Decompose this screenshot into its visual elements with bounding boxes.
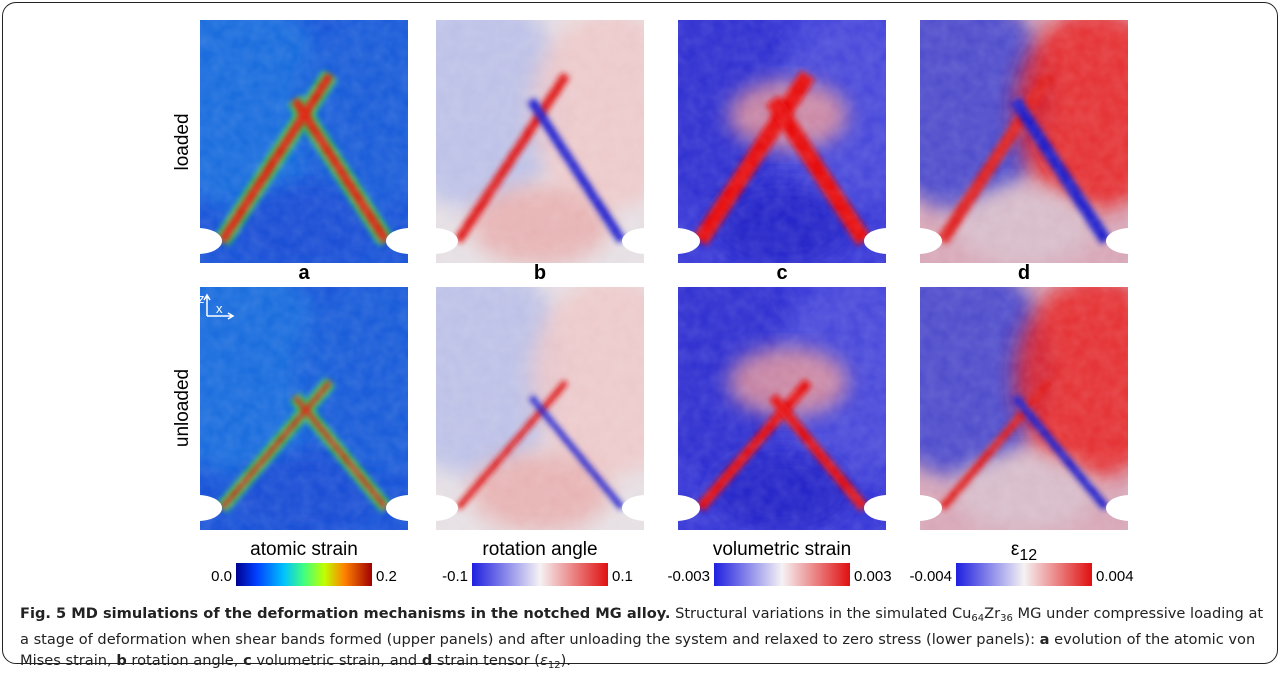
caption-text: 12 bbox=[547, 660, 561, 671]
panel-image bbox=[920, 287, 1128, 530]
caption-text: c bbox=[243, 652, 252, 669]
noise bbox=[678, 20, 886, 263]
colorbar-max: 0.003 bbox=[854, 568, 892, 585]
caption-text: Structural variations in the simulated C… bbox=[670, 605, 972, 622]
colorbar bbox=[714, 563, 850, 586]
notch bbox=[864, 495, 886, 521]
notch bbox=[678, 495, 700, 521]
panel-label: a bbox=[298, 262, 310, 284]
noise bbox=[200, 20, 408, 263]
caption-text: strain tensor ( bbox=[432, 652, 540, 669]
panel-image bbox=[200, 287, 408, 530]
caption-text: Fig. 5 MD simulations of the deformation… bbox=[20, 605, 671, 622]
colorbar-title: ε12 bbox=[1011, 539, 1037, 564]
colorbar-max: 0.2 bbox=[376, 568, 397, 585]
caption-text: MG under compressive loading at a stage … bbox=[20, 605, 1264, 648]
panel-image bbox=[678, 20, 886, 263]
panel-image bbox=[920, 20, 1128, 263]
noise bbox=[920, 287, 1128, 530]
panel-label: b bbox=[534, 262, 546, 284]
row-label: unloaded bbox=[172, 369, 193, 447]
notch bbox=[920, 495, 942, 521]
colorbar-min: -0.003 bbox=[667, 568, 710, 585]
panel-image bbox=[436, 287, 644, 530]
caption-text: 64 bbox=[971, 613, 985, 624]
notch bbox=[436, 228, 458, 254]
colorbar-title: atomic strain bbox=[250, 539, 358, 560]
colorbar-min: 0.0 bbox=[211, 568, 232, 585]
notch bbox=[200, 228, 222, 254]
notch bbox=[1106, 495, 1128, 521]
colorbar-min: -0.1 bbox=[442, 568, 468, 585]
caption-text: Zr bbox=[984, 605, 1001, 622]
panel bbox=[436, 20, 644, 263]
panel bbox=[436, 287, 644, 530]
notch bbox=[920, 228, 942, 254]
notch bbox=[864, 228, 886, 254]
panel-label: d bbox=[1018, 262, 1030, 284]
noise bbox=[436, 287, 644, 530]
panel bbox=[200, 287, 408, 530]
caption-text: d bbox=[421, 652, 433, 669]
panel bbox=[678, 287, 886, 530]
caption-text: 36 bbox=[1000, 613, 1013, 624]
caption-text: ). bbox=[560, 652, 571, 669]
caption-text: b bbox=[116, 652, 127, 669]
panel bbox=[200, 20, 408, 263]
noise bbox=[200, 287, 408, 530]
noise bbox=[920, 20, 1128, 263]
panel-image bbox=[436, 20, 644, 263]
noise bbox=[436, 20, 644, 263]
caption-text: a bbox=[1039, 631, 1050, 648]
colorbar bbox=[236, 563, 372, 586]
caption-text: volumetric strain, and bbox=[251, 652, 422, 669]
panel bbox=[678, 20, 886, 263]
figure: loaded unloaded a b c d zx atomic strain 0.0 0.… bbox=[172, 20, 1134, 586]
caption-text: rotation angle, bbox=[126, 652, 244, 669]
notch bbox=[436, 495, 458, 521]
symbol: ε bbox=[1011, 539, 1020, 560]
panel bbox=[920, 20, 1128, 263]
colorbar-min: -0.004 bbox=[909, 568, 952, 585]
colorbar-title: rotation angle bbox=[482, 539, 597, 560]
axis-arrow bbox=[207, 312, 235, 320]
caption-text: evolution of the atomic von Mises strain… bbox=[20, 631, 1256, 669]
figure-frame bbox=[2, 2, 1278, 664]
notch bbox=[200, 495, 222, 521]
notch bbox=[622, 228, 644, 254]
panel-label: c bbox=[776, 262, 787, 284]
colorbar-title: volumetric strain bbox=[713, 539, 851, 560]
panel-image bbox=[678, 287, 886, 530]
notch bbox=[678, 228, 700, 254]
row-label: loaded bbox=[172, 113, 193, 170]
notch bbox=[386, 228, 408, 254]
colorbar-max: 0.1 bbox=[612, 568, 633, 585]
colorbar-max: 0.004 bbox=[1096, 568, 1134, 585]
caption: Fig. 5 MD simulations of the deformation… bbox=[20, 603, 1270, 676]
subscript: 12 bbox=[1019, 547, 1037, 564]
axis-arrow bbox=[203, 293, 211, 316]
panel-image bbox=[200, 20, 408, 263]
notch bbox=[622, 495, 644, 521]
panel bbox=[920, 287, 1128, 530]
caption-text: ε bbox=[539, 652, 548, 669]
notch bbox=[1106, 228, 1128, 254]
axes-indicator bbox=[203, 293, 235, 320]
noise bbox=[678, 287, 886, 530]
colorbar bbox=[956, 563, 1092, 586]
notch bbox=[386, 495, 408, 521]
axis-label: z bbox=[198, 291, 205, 306]
colorbar bbox=[472, 563, 608, 586]
axis-label: x bbox=[216, 301, 223, 316]
